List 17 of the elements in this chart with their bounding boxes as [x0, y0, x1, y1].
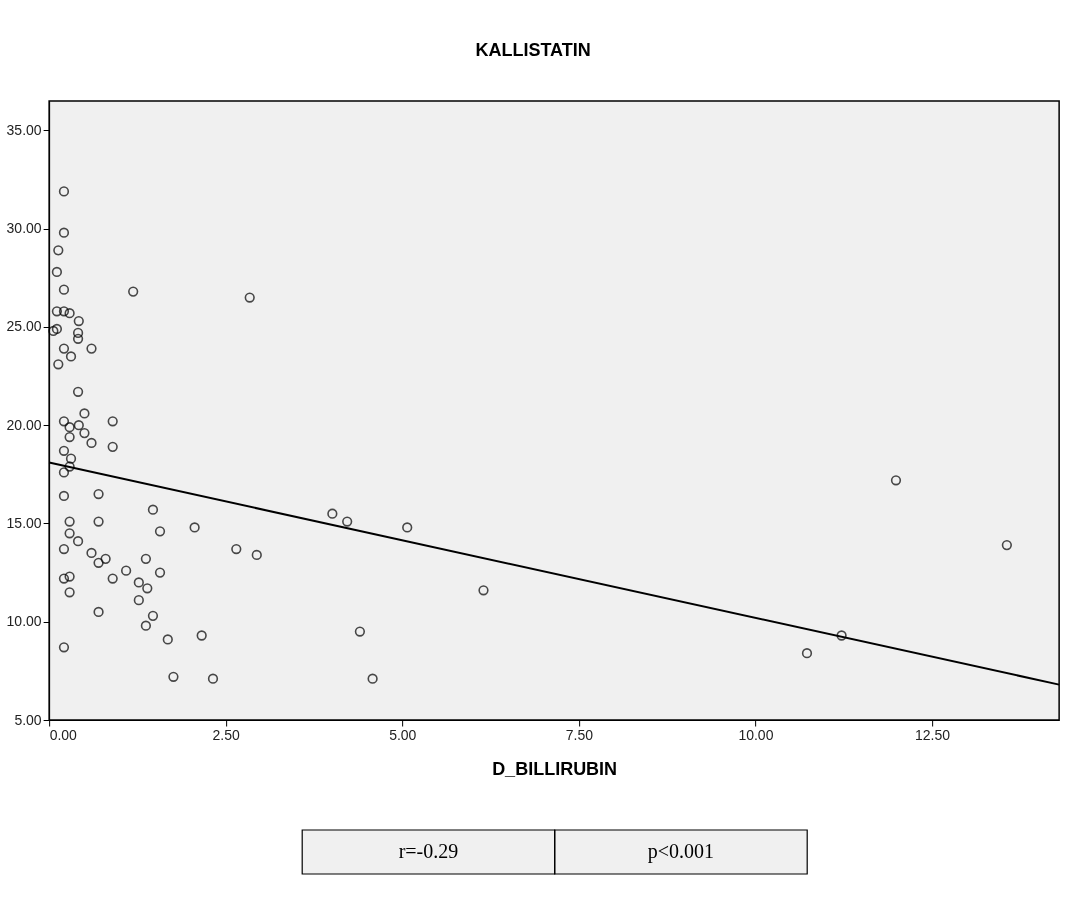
- x-tick-label: 12.50: [914, 726, 951, 743]
- y-tick-label: 5.00: [14, 711, 42, 728]
- y-tick-label: 10.00: [6, 613, 42, 630]
- text: p<0.001: [647, 840, 715, 863]
- x-tick-label: 5.00: [389, 726, 417, 743]
- y-tick-label: 15.00: [6, 514, 42, 531]
- x-tick-label: 2.50: [212, 726, 241, 743]
- x-axis-title: D_BILLIRUBIN: [492, 758, 618, 779]
- x-tick-label: 7.50: [565, 726, 594, 743]
- x-tick-label: 0.00: [49, 726, 78, 743]
- y-tick-label: 20.00: [6, 416, 42, 433]
- y-tick-label: 35.00: [6, 121, 42, 138]
- x-tick-label: 10.00: [738, 726, 774, 743]
- y-tick-label: 30.00: [6, 220, 42, 237]
- text: r=-0.29: [398, 840, 459, 862]
- y-tick-label: 25.00: [6, 318, 42, 335]
- chart-title: KALLISTATIN: [475, 40, 591, 61]
